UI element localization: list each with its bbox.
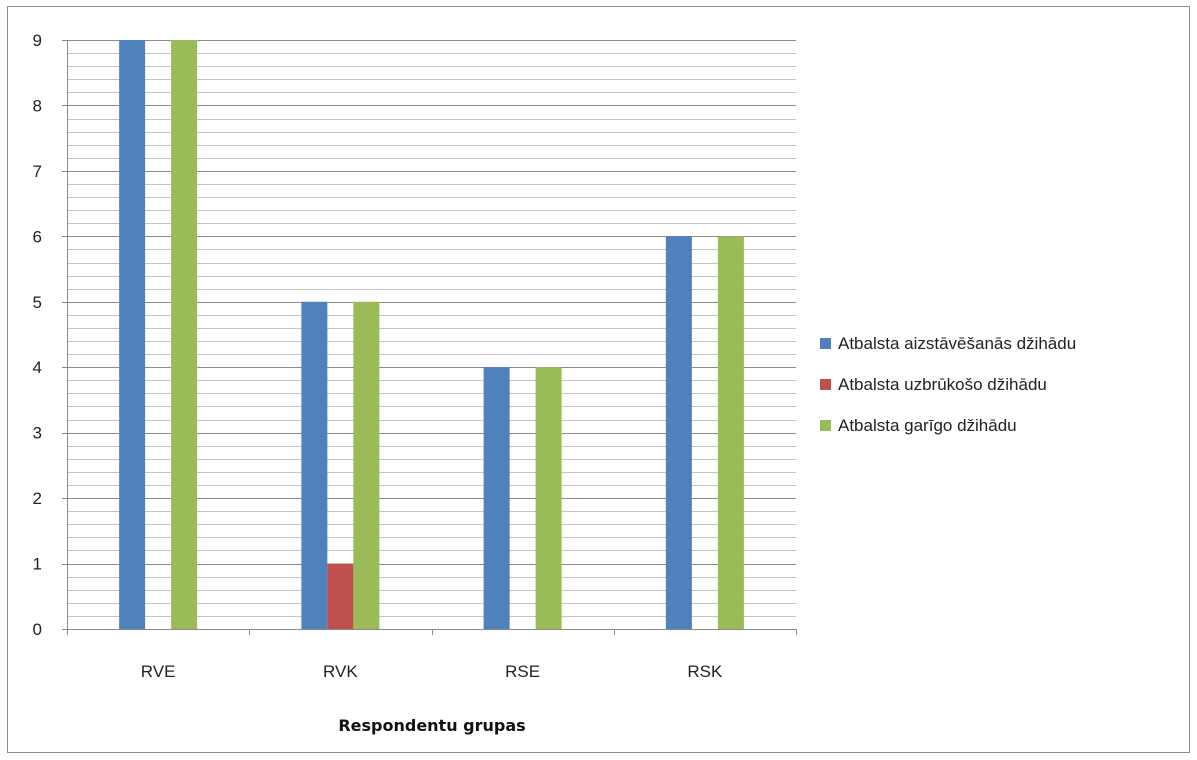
chart-frame: 0 1 2 3 4 5 6 7 8 9 RVE RVK RSE RSK Respondentu grup…: [7, 6, 1190, 753]
x-axis-categories: RVE RVK RSE RSK: [141, 662, 723, 681]
x-category-label: RSK: [687, 662, 723, 681]
bars: [119, 40, 744, 630]
legend: Atbalsta aizstāvēšanās džihādu Atbalsta u…: [820, 334, 1076, 435]
y-tick-label: 7: [33, 162, 42, 181]
bar-rvk-series-2: [327, 563, 354, 629]
bar-rsk-series-1: [665, 236, 692, 630]
legend-label: Atbalsta uzbrūkošo džihādu: [838, 375, 1047, 394]
legend-swatch: [820, 420, 831, 431]
axes: [67, 40, 797, 635]
y-tick-label: 5: [33, 293, 42, 312]
y-tick-label: 6: [33, 227, 42, 246]
bar-rse-series-3: [535, 367, 562, 629]
legend-swatch: [820, 338, 831, 349]
bar-rvk-series-3: [353, 301, 380, 629]
y-tick-label: 9: [33, 31, 42, 50]
legend-swatch: [820, 379, 831, 390]
y-tick-label: 3: [33, 424, 42, 443]
y-axis-ticks: 0 1 2 3 4 5 6 7 8 9: [33, 31, 67, 639]
x-axis-label: Respondentu grupas: [338, 716, 525, 735]
x-category-label: RVE: [141, 662, 176, 681]
y-tick-label: 4: [33, 358, 42, 377]
x-category-label: RVK: [323, 662, 358, 681]
x-category-label: RSE: [505, 662, 540, 681]
y-tick-label: 2: [33, 489, 42, 508]
legend-label: Atbalsta garīgo džihādu: [838, 416, 1017, 435]
bar-rsk-series-3: [717, 236, 744, 630]
bar-rve-series-1: [119, 40, 146, 629]
bar-rvk-series-1: [301, 301, 328, 629]
bar-rse-series-1: [483, 367, 510, 629]
y-tick-label: 0: [33, 620, 42, 639]
legend-label: Atbalsta aizstāvēšanās džihādu: [838, 334, 1076, 353]
y-tick-label: 1: [33, 555, 42, 574]
bar-rve-series-3: [171, 40, 198, 629]
y-tick-label: 8: [33, 96, 42, 115]
bar-chart: 0 1 2 3 4 5 6 7 8 9 RVE RVK RSE RSK Respondentu grup…: [33, 31, 1077, 735]
